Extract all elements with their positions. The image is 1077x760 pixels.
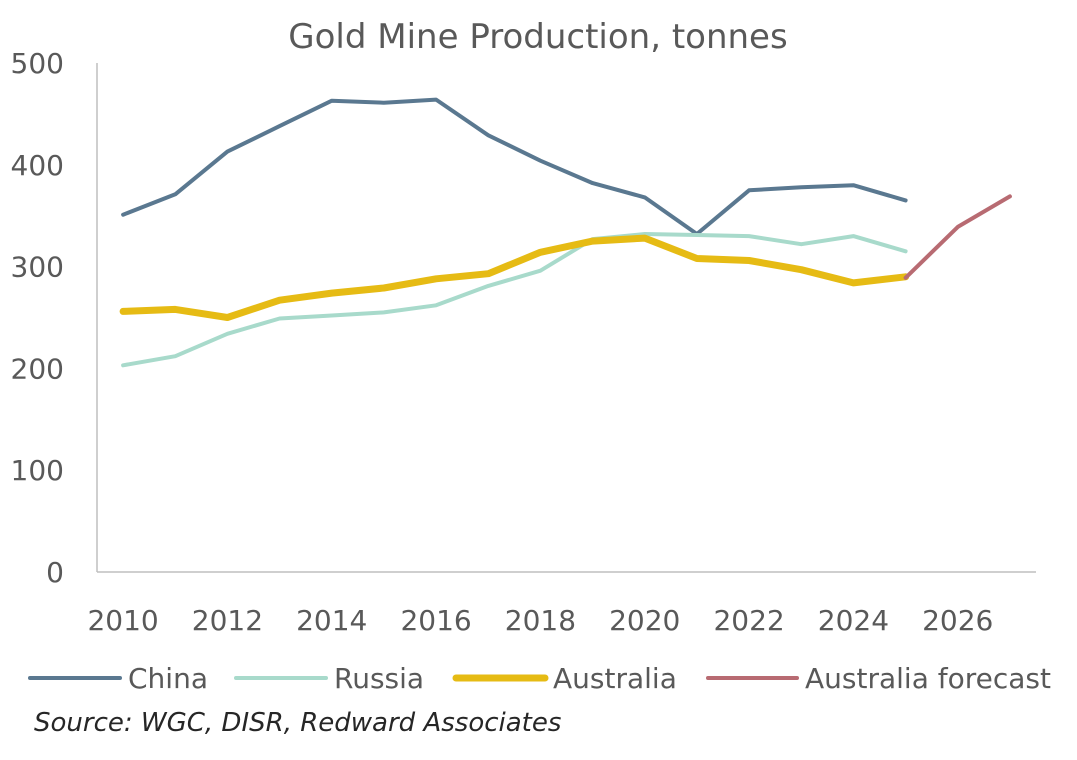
y-tick-label: 200 — [11, 352, 64, 385]
legend-label-russia: Russia — [334, 662, 424, 695]
legend-label-australia-forecast: Australia forecast — [805, 662, 1051, 695]
y-tick-label: 400 — [11, 149, 64, 182]
x-tick-label: 2022 — [713, 604, 784, 637]
y-tick-label: 500 — [11, 47, 64, 80]
x-tick-label: 2024 — [818, 604, 889, 637]
y-tick-label: 100 — [11, 454, 64, 487]
legend-label-china: China — [128, 662, 208, 695]
x-tick-label: 2018 — [505, 604, 576, 637]
x-tick-label: 2016 — [400, 604, 471, 637]
x-tick-label: 2010 — [87, 604, 158, 637]
legend-label-australia: Australia — [553, 662, 677, 695]
legend: China Russia Australia Australia forecast — [28, 662, 1051, 695]
series-line-china — [121, 97, 908, 236]
source-note: Source: WGC, DISR, Redward Associates — [34, 708, 562, 738]
x-tick-label: 2020 — [609, 604, 680, 637]
x-tick-labels: 2010 2012 2014 2016 2018 2020 2022 2024 2026 — [87, 604, 993, 637]
y-tick-label: 300 — [11, 251, 64, 284]
series-line-russia — [121, 232, 908, 368]
x-tick-label: 2026 — [922, 604, 993, 637]
x-tick-label: 2012 — [192, 604, 263, 637]
x-tick-label: 2014 — [296, 604, 367, 637]
chart-title: Gold Mine Production, tonnes — [288, 17, 787, 57]
series-line-australia — [119, 234, 910, 321]
series-line-australia-forecast — [903, 194, 1012, 280]
y-tick-labels: 0 100 200 300 400 500 — [11, 47, 64, 589]
series-lines — [119, 97, 1012, 368]
y-tick-label: 0 — [46, 556, 64, 589]
